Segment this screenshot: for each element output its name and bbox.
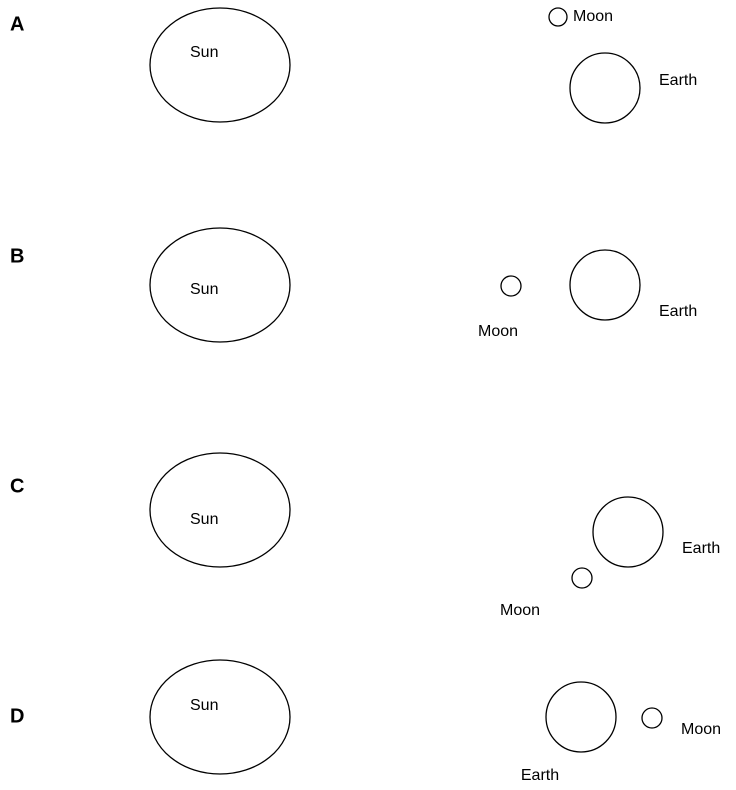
moon-label: Moon xyxy=(681,721,721,738)
panel-letter: C xyxy=(10,475,24,497)
moon-label: Moon xyxy=(573,8,613,25)
panel-letter: D xyxy=(10,705,24,727)
earth xyxy=(570,53,640,123)
earth-label: Earth xyxy=(659,72,697,89)
panel-letter: B xyxy=(10,245,24,267)
earth xyxy=(570,250,640,320)
moon xyxy=(642,708,662,728)
panel: C Sun Earth Moon xyxy=(10,453,720,619)
moon xyxy=(501,276,521,296)
panel: B Sun Moon Earth xyxy=(10,228,697,342)
earth-label: Earth xyxy=(521,767,559,784)
sun-label: Sun xyxy=(190,44,218,61)
panel-letter: A xyxy=(10,13,24,35)
moon-label: Moon xyxy=(478,323,518,340)
diagram: A Sun Moon Earth B Sun Moon Earth C Sun … xyxy=(0,0,736,790)
sun-label: Sun xyxy=(190,281,218,298)
moon xyxy=(572,568,592,588)
sun xyxy=(150,660,290,774)
earth-label: Earth xyxy=(682,540,720,557)
panel: D Sun Earth Moon xyxy=(10,660,721,784)
sun xyxy=(150,228,290,342)
sun-label: Sun xyxy=(190,697,218,714)
sun-label: Sun xyxy=(190,511,218,528)
earth xyxy=(593,497,663,567)
moon xyxy=(549,8,567,26)
moon-label: Moon xyxy=(500,602,540,619)
panel: A Sun Moon Earth xyxy=(10,8,697,123)
earth xyxy=(546,682,616,752)
sun xyxy=(150,453,290,567)
earth-label: Earth xyxy=(659,303,697,320)
sun xyxy=(150,8,290,122)
